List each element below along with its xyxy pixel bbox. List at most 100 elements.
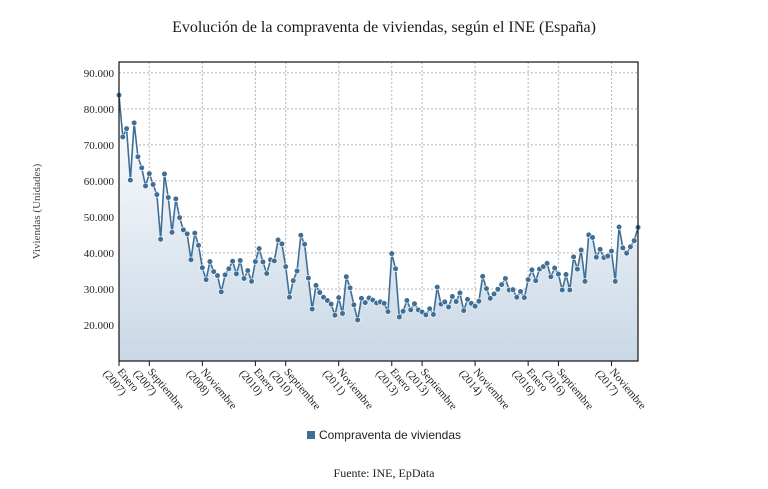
y-tick-label: 30.000 bbox=[84, 284, 115, 296]
data-point bbox=[426, 305, 433, 312]
data-point bbox=[381, 300, 388, 307]
data-point bbox=[240, 275, 248, 282]
data-point bbox=[430, 311, 437, 318]
data-point bbox=[543, 260, 551, 267]
data-point bbox=[528, 266, 536, 273]
data-point bbox=[225, 265, 232, 272]
data-point bbox=[593, 254, 600, 261]
data-point bbox=[263, 270, 270, 277]
data-point bbox=[149, 181, 157, 188]
legend[interactable]: Compraventa de viviendas bbox=[0, 428, 768, 442]
data-point bbox=[483, 285, 490, 292]
data-point bbox=[316, 289, 323, 296]
y-tick-label: 20.000 bbox=[84, 320, 115, 332]
x-tick-label: Noviembre(2014) bbox=[456, 360, 511, 420]
data-point bbox=[547, 273, 554, 280]
x-tick-label: Septiembre(2013) bbox=[403, 360, 459, 420]
data-point bbox=[612, 278, 619, 285]
data-point bbox=[570, 253, 577, 260]
data-point bbox=[199, 264, 206, 271]
data-point bbox=[555, 271, 562, 278]
data-point bbox=[354, 316, 361, 324]
data-point bbox=[358, 295, 365, 302]
data-point bbox=[494, 286, 501, 293]
data-point bbox=[346, 284, 354, 291]
data-point bbox=[248, 278, 255, 285]
legend-swatch bbox=[306, 431, 315, 439]
data-point bbox=[562, 271, 570, 278]
area-fill bbox=[119, 95, 638, 361]
data-point bbox=[631, 237, 638, 244]
data-point bbox=[475, 298, 482, 305]
data-point bbox=[331, 312, 339, 319]
data-point bbox=[597, 246, 604, 253]
data-point bbox=[195, 242, 202, 249]
data-point bbox=[449, 293, 456, 300]
data-point bbox=[578, 246, 585, 254]
legend-label: Compraventa de viviendas bbox=[318, 428, 462, 442]
data-point bbox=[396, 313, 403, 321]
data-point bbox=[221, 271, 229, 279]
x-tick-label: Noviembre(2017) bbox=[593, 360, 648, 420]
data-point bbox=[134, 153, 142, 160]
data-point bbox=[456, 289, 464, 297]
data-point bbox=[362, 299, 369, 306]
data-point bbox=[498, 281, 505, 288]
data-point bbox=[608, 248, 615, 255]
data-point bbox=[479, 273, 486, 280]
data-point bbox=[460, 307, 467, 314]
data-point bbox=[157, 236, 164, 243]
data-point bbox=[623, 250, 630, 257]
data-point bbox=[127, 177, 134, 184]
data-point bbox=[165, 194, 172, 201]
data-point bbox=[513, 294, 520, 301]
y-tick-label: 70.000 bbox=[84, 140, 115, 152]
data-point bbox=[312, 282, 320, 289]
data-point bbox=[517, 288, 524, 295]
data-point bbox=[297, 232, 304, 239]
data-point bbox=[282, 263, 289, 270]
data-point bbox=[293, 267, 301, 275]
data-point bbox=[407, 306, 414, 313]
data-point bbox=[218, 288, 225, 295]
data-point bbox=[187, 256, 195, 263]
data-point bbox=[487, 295, 494, 302]
data-point bbox=[434, 284, 441, 291]
y-axis-label: Viviendas (Unidades) bbox=[31, 163, 43, 259]
data-point bbox=[305, 275, 312, 282]
data-point bbox=[350, 301, 357, 308]
data-point bbox=[184, 230, 191, 237]
chart-title: Evolución de la compraventa de viviendas… bbox=[172, 19, 596, 36]
data-point bbox=[445, 303, 452, 311]
data-point bbox=[328, 300, 335, 308]
data-point bbox=[286, 294, 293, 301]
data-point bbox=[214, 272, 221, 279]
x-tick-label: Septiembre(2010) bbox=[267, 360, 323, 420]
data-point bbox=[453, 298, 460, 305]
data-point bbox=[233, 270, 240, 277]
data-point bbox=[400, 308, 407, 315]
data-point bbox=[490, 290, 498, 298]
data-point bbox=[581, 278, 589, 285]
data-point bbox=[392, 265, 399, 272]
data-point bbox=[619, 244, 626, 251]
x-tick-label: Septiembre(2007) bbox=[131, 360, 187, 420]
data-point bbox=[146, 170, 153, 177]
data-point bbox=[244, 267, 251, 274]
y-tick-label: 90.000 bbox=[84, 68, 115, 80]
data-point bbox=[502, 275, 509, 282]
plot-frame bbox=[118, 61, 639, 362]
data-point bbox=[271, 257, 278, 264]
data-point bbox=[138, 164, 145, 172]
data-point bbox=[142, 182, 149, 190]
data-point bbox=[335, 294, 342, 301]
data-point bbox=[339, 310, 346, 317]
data-point bbox=[206, 258, 214, 265]
y-tick-label: 60.000 bbox=[84, 176, 115, 188]
data-point bbox=[403, 297, 411, 304]
data-point bbox=[301, 241, 308, 248]
data-point bbox=[604, 253, 611, 260]
data-point bbox=[229, 258, 236, 265]
data-point bbox=[324, 297, 331, 304]
data-point bbox=[168, 229, 176, 236]
